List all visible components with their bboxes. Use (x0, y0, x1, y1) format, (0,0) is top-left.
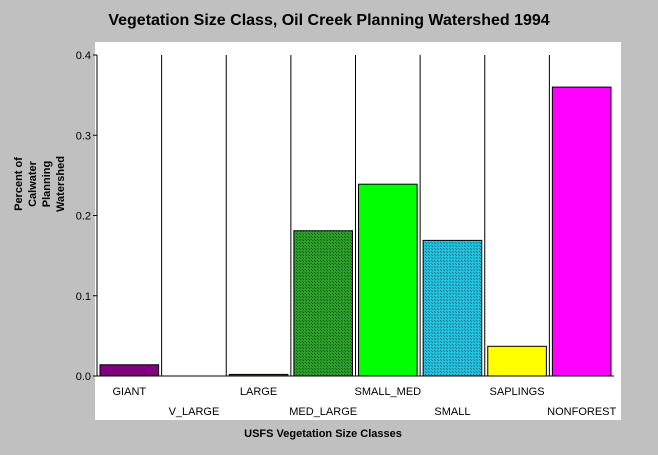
axes (93, 54, 614, 377)
bar-giant (99, 364, 160, 377)
bar-small (422, 239, 483, 377)
x-tick-label: SAPLINGS (490, 386, 545, 398)
x-tick-label: MED_LARGE (289, 406, 357, 418)
y-tick-label: 0.2 (76, 211, 91, 223)
x-tick-label: V_LARGE (169, 406, 220, 418)
bar-nonforest (551, 86, 612, 377)
y-tick-label: 0.1 (76, 291, 91, 303)
bar-med-large (293, 230, 353, 377)
y-tick-label: 0.3 (76, 130, 91, 142)
y-tick-label: 0.0 (76, 371, 91, 383)
bars (99, 86, 612, 377)
y-tick-label: 0.4 (76, 50, 91, 62)
bar-saplings (487, 345, 547, 377)
x-axis-label: USFS Vegetation Size Classes (244, 428, 402, 440)
category-separators (161, 55, 550, 376)
x-tick-label: SMALL (434, 406, 470, 418)
x-tick-label: LARGE (240, 386, 277, 398)
chart-title: Vegetation Size Class, Oil Creek Plannin… (108, 12, 550, 29)
x-tick-label: GIANT (113, 386, 147, 398)
bar-small-med (358, 183, 418, 377)
x-tick-label: NONFOREST (547, 406, 616, 418)
tick-labels: 0.0 0.1 0.2 0.3 0.4 GIANT V_LARGE LARGE MED_LARG… (76, 50, 617, 418)
x-tick-label: SMALL_MED (354, 386, 421, 398)
